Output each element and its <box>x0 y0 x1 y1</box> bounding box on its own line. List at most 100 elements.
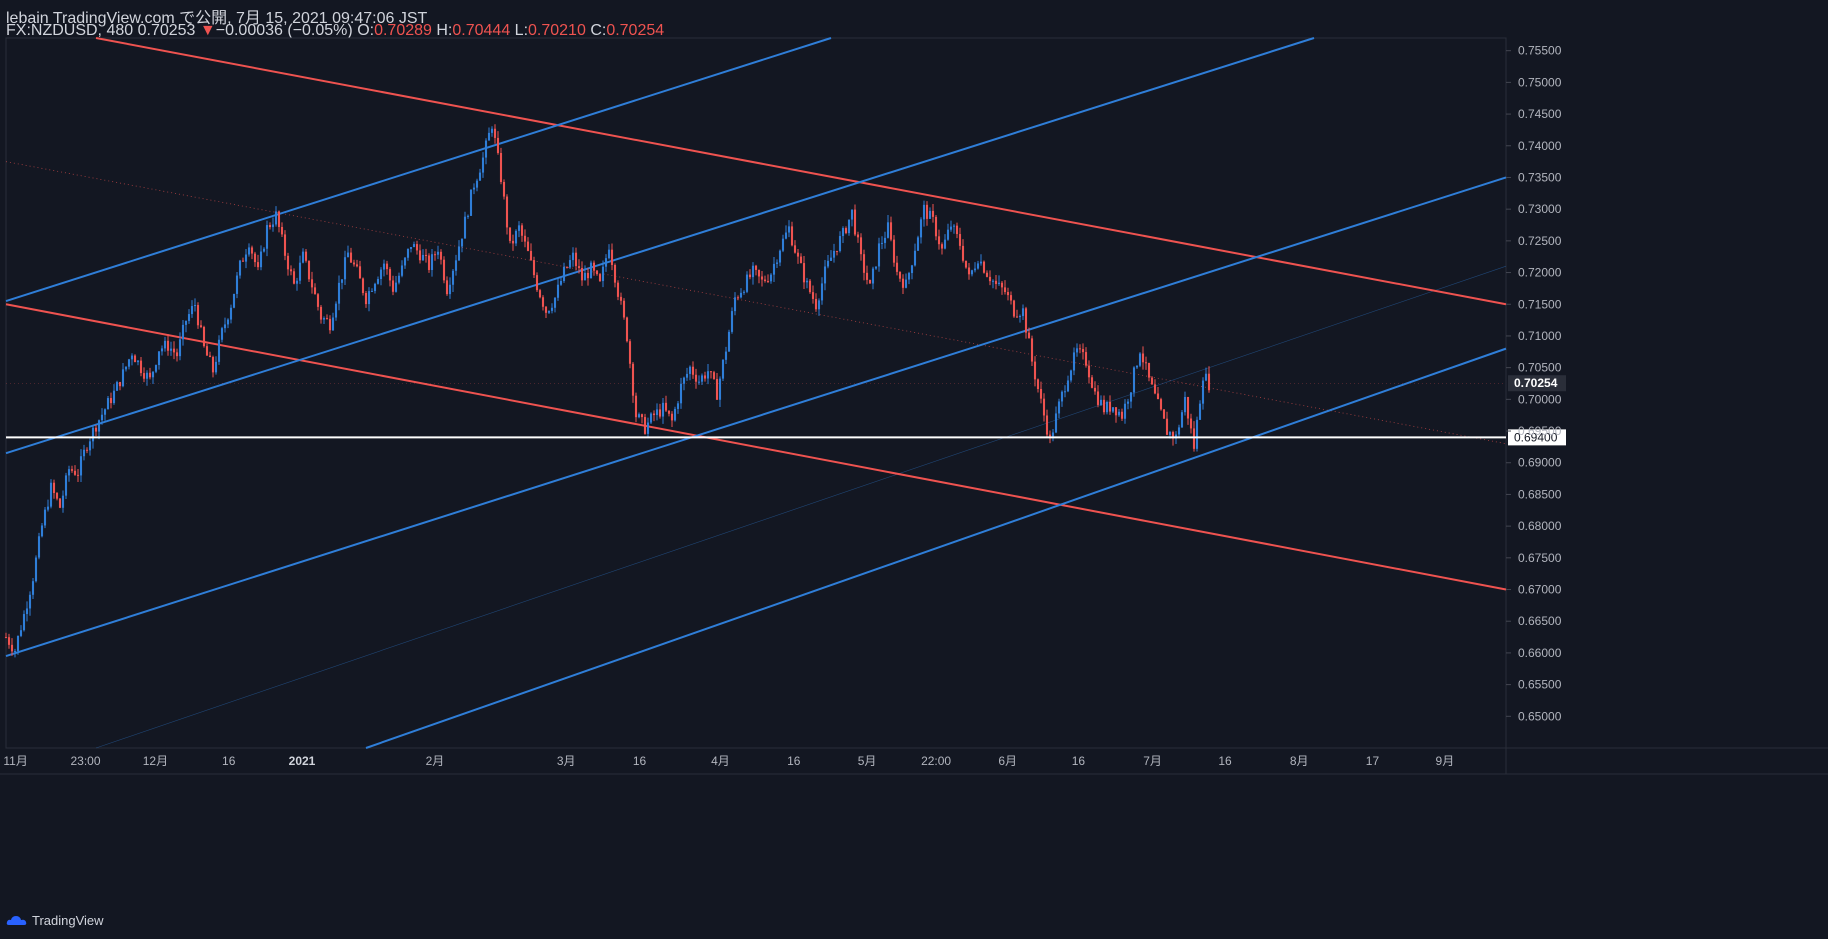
candle-body <box>1141 353 1145 363</box>
trendline <box>5 176 1507 658</box>
candle-body <box>1009 295 1013 301</box>
open-value: 0.70289 <box>374 22 432 39</box>
candle-body <box>649 413 653 423</box>
candle-body <box>619 296 623 301</box>
candle-body <box>706 371 710 379</box>
candle-body <box>1156 393 1160 400</box>
candle-body <box>325 318 329 320</box>
candle-body <box>1039 388 1043 399</box>
trendline <box>5 303 1507 591</box>
candle-body <box>805 280 809 283</box>
candle-body <box>517 225 521 231</box>
candle-body <box>769 274 773 282</box>
candle-body <box>427 255 431 270</box>
y-tick-label: 0.73000 <box>1518 202 1562 216</box>
candle-body <box>157 351 161 366</box>
candle-body <box>478 172 482 181</box>
candle-body <box>430 254 434 270</box>
candle-body <box>628 341 632 364</box>
candle-body <box>724 351 728 360</box>
change-value: −0.00036 (−0.05%) <box>215 22 353 39</box>
candle-body <box>925 204 929 219</box>
candle-body <box>40 525 44 537</box>
candle-body <box>736 297 740 299</box>
candle-body <box>226 319 230 325</box>
x-tick-label: 6月 <box>998 754 1017 768</box>
candle-body <box>169 348 173 351</box>
price-axis[interactable]: 0.75500 0.75000 0.74500 0.74000 0.73500 0.730… <box>6 44 1566 724</box>
candle-body <box>310 279 314 288</box>
candle-body <box>211 357 215 373</box>
candle-body <box>862 254 866 273</box>
candle-body <box>181 324 185 340</box>
candle-body <box>184 320 188 325</box>
y-tick-label: 0.65500 <box>1518 678 1562 692</box>
candle-body <box>322 318 326 320</box>
candle-body <box>160 348 164 352</box>
candle-body <box>106 398 110 410</box>
candle-body <box>193 305 197 307</box>
candle-body <box>514 230 518 244</box>
candle-body <box>814 298 818 310</box>
candle-body <box>247 247 251 255</box>
tradingview-brand: TradingView <box>32 913 104 928</box>
horizontal-line[interactable]: 0.69400 <box>6 429 1566 446</box>
candle-body <box>466 215 470 217</box>
candle-body <box>685 373 689 378</box>
candle-body <box>451 270 455 285</box>
candle-body <box>361 278 365 294</box>
candle-body <box>1204 373 1208 381</box>
candle-body <box>133 355 137 363</box>
time-axis[interactable]: 11月 23:00 12月 16 2021 2月 3月 16 4月 16 5月 22:00 6月 16 7月… <box>3 754 1454 768</box>
candle-body <box>640 414 644 418</box>
candle-body <box>397 275 401 283</box>
x-tick-label: 9月 <box>1436 754 1455 768</box>
candle-body <box>742 291 746 293</box>
candle-body <box>634 395 638 418</box>
candle-body <box>601 266 605 282</box>
candle-body <box>883 237 887 243</box>
candle-body <box>670 413 674 421</box>
candle-body <box>1078 348 1082 350</box>
candle-body <box>1144 362 1148 364</box>
close-label: C: <box>590 22 607 39</box>
candle-body <box>235 275 239 294</box>
trendlines[interactable] <box>5 37 1507 749</box>
candle-body <box>793 245 797 253</box>
candle-body <box>979 261 983 264</box>
candle-body <box>952 225 956 227</box>
candle-body <box>334 303 338 318</box>
x-tick-label: 16 <box>1072 754 1086 768</box>
candle-body <box>319 306 323 320</box>
candle-body <box>364 293 368 305</box>
candle-body <box>61 495 65 508</box>
candle-body <box>124 366 128 370</box>
candle-body <box>700 375 704 382</box>
candle-body <box>499 152 503 182</box>
candle-body <box>178 339 182 357</box>
candle-body <box>256 262 260 268</box>
candle-body <box>937 236 941 245</box>
candle-body <box>385 263 389 270</box>
x-tick-label: 12月 <box>143 754 168 768</box>
candle-body <box>460 238 464 247</box>
candle-body <box>568 260 572 268</box>
candle-body <box>487 132 491 141</box>
candle-body <box>1027 332 1031 339</box>
candle-body <box>1042 398 1046 416</box>
candle-body <box>565 266 569 268</box>
candle-body <box>136 360 140 363</box>
candle-body <box>1183 396 1187 413</box>
candle-body <box>382 263 386 270</box>
candle-body <box>259 251 263 268</box>
candle-body <box>811 292 815 299</box>
candle-body <box>733 297 737 312</box>
candle-body <box>442 259 446 281</box>
candle-body <box>232 293 236 308</box>
candle-body <box>598 274 602 282</box>
candle-body <box>118 382 122 387</box>
candle-body <box>463 216 467 239</box>
candle-body <box>997 282 1001 284</box>
x-tick-label: 11月 <box>3 754 27 768</box>
